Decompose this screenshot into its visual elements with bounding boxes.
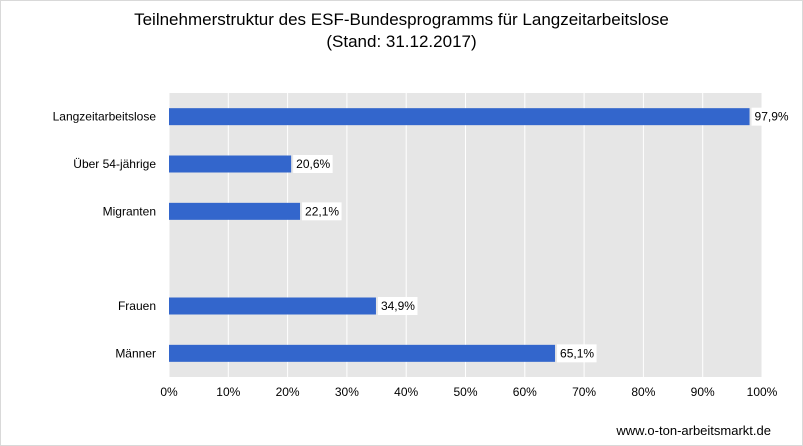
category-label: Über 54-jährige <box>73 157 156 171</box>
bar <box>169 297 376 315</box>
bar <box>169 108 750 126</box>
x-tick-label: 40% <box>394 385 418 399</box>
source-credit: www.o-ton-arbeitsmarkt.de <box>616 423 771 438</box>
bar <box>169 202 301 220</box>
data-label: 20,6% <box>296 157 330 171</box>
data-label: 22,1% <box>305 204 339 218</box>
x-tick-label: 90% <box>691 385 715 399</box>
data-label-box <box>557 344 597 363</box>
x-tick-label: 30% <box>335 385 359 399</box>
data-label-box <box>293 155 333 173</box>
data-label-box <box>377 297 418 315</box>
x-tick-label: 100% <box>747 385 778 399</box>
category-label: Männer <box>115 346 156 360</box>
data-label-box <box>751 107 792 126</box>
category-label: Frauen <box>118 299 156 313</box>
x-tick-label: 60% <box>513 385 537 399</box>
x-tick-label: 0% <box>160 385 178 399</box>
data-label: 34,9% <box>381 299 415 313</box>
category-label: Migranten <box>103 204 156 218</box>
chart-title-block: Teilnehmerstruktur des ESF-Bundesprogram… <box>0 9 803 53</box>
category-label: Langzeitarbeitslose <box>53 110 157 124</box>
data-label-box <box>302 202 342 221</box>
x-tick-label: 20% <box>276 385 300 399</box>
bar <box>169 155 292 173</box>
x-tick-label: 50% <box>453 385 477 399</box>
chart-subtitle: (Stand: 31.12.2017) <box>326 32 477 51</box>
bar <box>169 344 556 362</box>
data-label: 97,9% <box>755 110 789 124</box>
data-label: 65,1% <box>560 346 594 360</box>
x-tick-label: 70% <box>572 385 596 399</box>
x-tick-label: 80% <box>631 385 655 399</box>
chart-title: Teilnehmerstruktur des ESF-Bundesprogram… <box>134 10 669 29</box>
x-tick-label: 10% <box>216 385 240 399</box>
